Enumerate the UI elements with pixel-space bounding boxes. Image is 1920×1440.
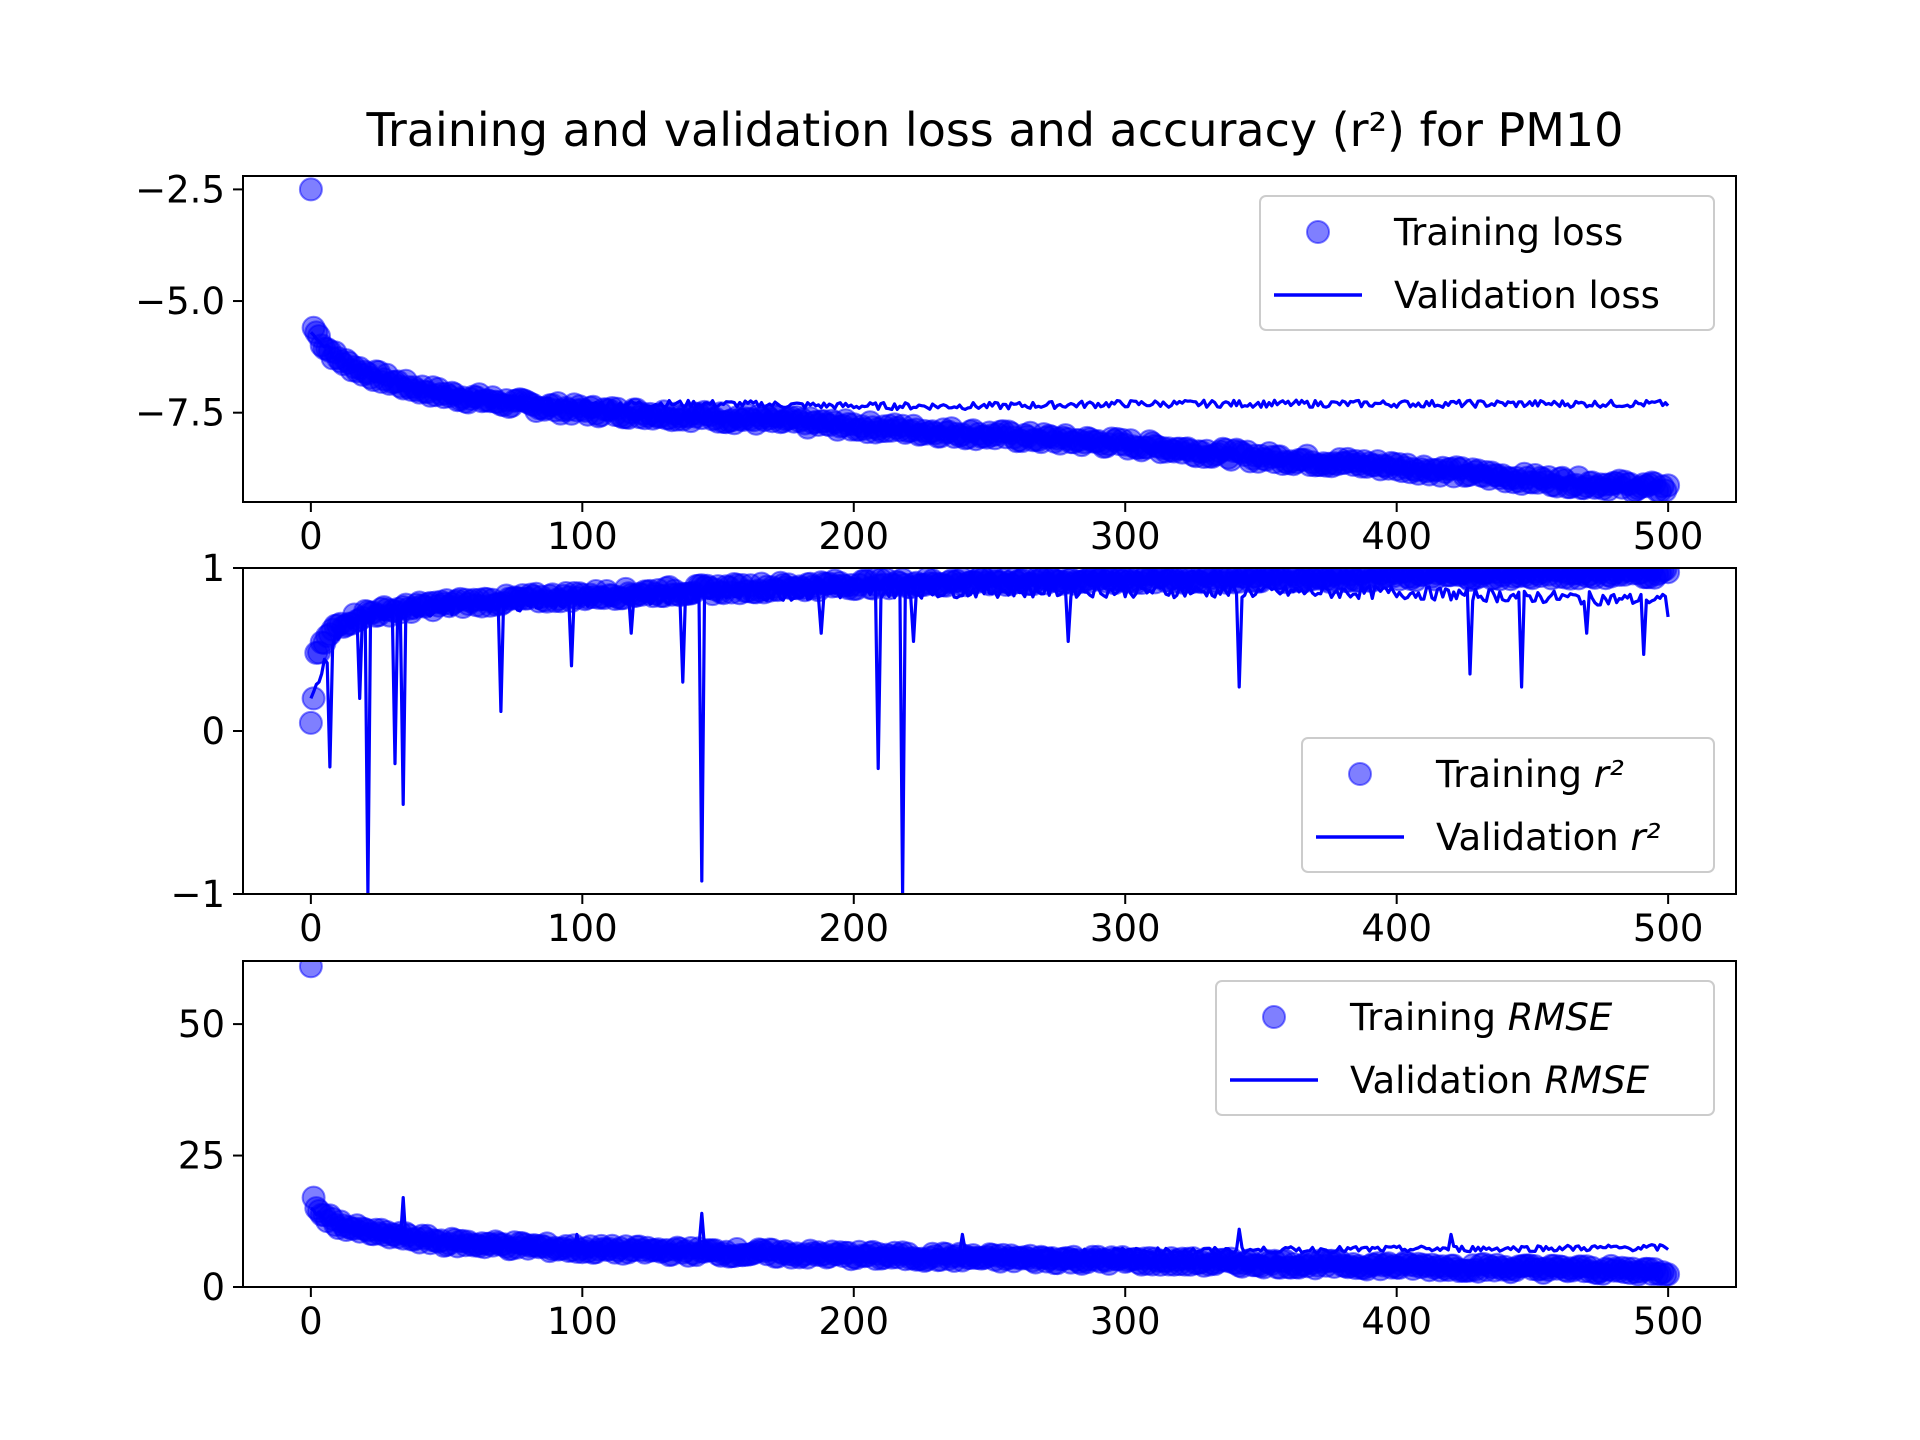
legend-label: Training r²: [1435, 753, 1624, 796]
x-tick-label: 200: [818, 1300, 889, 1343]
x-tick-label: 100: [547, 907, 618, 950]
legend-label-text: Validation loss: [1394, 274, 1660, 317]
legend-marker: [1262, 1005, 1286, 1029]
legend-label-math: r²: [1594, 753, 1624, 796]
validation-line-loss: [309, 331, 1670, 412]
x-tick-label: 0: [299, 1300, 323, 1343]
y-tick-label: 0: [201, 1266, 225, 1309]
legend-label-math: RMSE: [1508, 996, 1613, 1039]
chart-title-math: (r²): [1332, 103, 1405, 157]
legend-label-text: Validation: [1436, 816, 1630, 859]
legend-label: Validation RMSE: [1350, 1059, 1650, 1102]
legend-label: Training loss: [1393, 211, 1623, 254]
x-tick-label: 300: [1090, 907, 1161, 950]
x-tick-label: 200: [818, 515, 889, 558]
y-tick-label: 1: [201, 547, 225, 590]
legend-frame: [1301, 737, 1715, 873]
y-tick-label: −2.5: [135, 168, 225, 211]
legend-label-text: Validation: [1350, 1059, 1544, 1102]
x-tick-label: 300: [1090, 1300, 1161, 1343]
data-point: [1656, 568, 1681, 585]
x-tick-label: 400: [1361, 907, 1432, 950]
x-tick-label: 500: [1633, 907, 1704, 950]
y-tick-label: −5.0: [135, 280, 225, 323]
y-tick-label: −1: [170, 873, 225, 916]
plot-area-rmse: [298, 961, 1681, 1287]
chart-title: Training and validation loss and accurac…: [366, 103, 1624, 157]
x-tick-label: 0: [299, 907, 323, 950]
legend-frame: [1259, 195, 1715, 331]
chart-title-main: Training and validation loss and accurac…: [366, 103, 1318, 157]
legend-label-text: Training: [1349, 996, 1508, 1039]
x-tick-label: 400: [1361, 1300, 1432, 1343]
legend-label-math: RMSE: [1544, 1059, 1649, 1102]
axes-frame-rmse: [242, 960, 1737, 1288]
y-tick-label: 0: [201, 710, 225, 753]
x-tick-label: 100: [547, 515, 618, 558]
x-tick-label: 200: [818, 907, 889, 950]
legend-label-math: r²: [1630, 816, 1660, 859]
x-tick-label: 100: [547, 1300, 618, 1343]
plot-area-loss: [298, 177, 1681, 502]
y-tick-label: −7.5: [135, 392, 225, 435]
legend-label-text: Training: [1435, 753, 1594, 796]
data-point: [298, 177, 323, 202]
data-point: [298, 710, 323, 735]
panel-loss: 0 100 200 300 400 500 −2.5 −5.0 −7.5 Training los…: [135, 168, 1737, 558]
plot-area-r2: [298, 568, 1681, 894]
legend-marker: [1348, 762, 1372, 786]
data-point: [1656, 1262, 1681, 1287]
x-tick-label: 500: [1633, 1300, 1704, 1343]
legend-marker: [1306, 220, 1330, 244]
validation-line-rmse: [309, 1196, 1670, 1256]
legend-label: Validation loss: [1394, 274, 1660, 317]
y-tick-label: 25: [178, 1135, 225, 1178]
chart-title-suffix: for PM10: [1420, 103, 1624, 157]
axes-frame-loss: [242, 175, 1737, 503]
x-tick-label: 400: [1361, 515, 1432, 558]
legend-label-text: Training loss: [1393, 211, 1623, 254]
validation-line-r2: [309, 582, 1670, 894]
legend-label: Training RMSE: [1349, 996, 1613, 1039]
legend-frame: [1215, 980, 1715, 1116]
x-tick-label: 0: [299, 515, 323, 558]
legend-loss: Training loss Validation loss: [1259, 195, 1715, 331]
x-tick-label: 500: [1633, 515, 1704, 558]
data-point: [298, 961, 323, 979]
x-tick-label: 300: [1090, 515, 1161, 558]
y-tick-label: 50: [178, 1003, 225, 1046]
legend-label: Validation r²: [1436, 816, 1661, 859]
training-markers-r2: [298, 568, 1681, 735]
data-point: [1656, 473, 1681, 498]
